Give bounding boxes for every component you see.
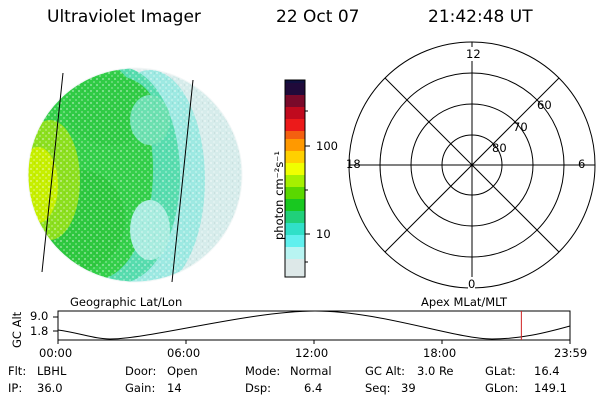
mlt-label-6: 6	[578, 157, 586, 171]
colorbar	[284, 79, 310, 278]
time-tick-0600: 06:00	[167, 346, 201, 360]
mode-value: Normal	[290, 364, 332, 378]
gain-label: Gain:	[125, 381, 156, 395]
gcalt-value: 3.0 Re	[417, 364, 454, 378]
seq-label: Seq:	[365, 381, 391, 395]
lat-label-80: 80	[492, 141, 507, 155]
ip-value: 36.0	[37, 381, 63, 395]
glat-label: GLat:	[485, 364, 516, 378]
dsp-label: Dsp:	[245, 381, 272, 395]
dsp-value: 6.4	[304, 381, 323, 395]
colorbar-tick-100: 100	[316, 139, 338, 153]
colorbar-tick-10: 10	[316, 227, 331, 241]
glat-value: 16.4	[534, 364, 560, 378]
mlt-label-0: 0	[468, 277, 476, 291]
mlt-label-12: 12	[466, 47, 481, 61]
lat-label-70: 70	[513, 120, 528, 134]
mlt-label-18: 18	[346, 157, 361, 171]
polar-grid	[348, 41, 596, 289]
ip-label: IP:	[8, 381, 23, 395]
glon-label: GLon:	[485, 381, 519, 395]
apex-label: Apex MLat/MLT	[421, 295, 508, 309]
altitude-tick-min: 1.8	[30, 324, 49, 338]
geographic-label: Geographic Lat/Lon	[70, 295, 183, 309]
gain-value: 14	[167, 381, 182, 395]
altitude-plot	[53, 310, 571, 344]
altitude-tick-max: 9.0	[30, 309, 49, 323]
orbit-altitude-line	[57, 310, 571, 340]
date-label: 22 Oct 07	[276, 7, 360, 27]
flt-value: LBHL	[37, 364, 67, 378]
altitude-axis-label: GC Alt	[10, 311, 24, 348]
time-tick-2359: 23:59	[554, 346, 588, 360]
mode-label: Mode:	[245, 364, 281, 378]
time-label: 21:42:48 UT	[428, 7, 533, 27]
seq-value: 39	[401, 381, 416, 395]
time-tick-1200: 12:00	[295, 346, 329, 360]
earth-limb	[27, 67, 243, 283]
flt-label: Flt:	[8, 364, 27, 378]
earth-uv-image	[28, 68, 242, 282]
door-value: Open	[167, 364, 198, 378]
gcalt-label: GC Alt:	[365, 364, 406, 378]
colorbar-unit-label: photon cm⁻²s⁻¹	[272, 151, 286, 240]
door-label: Door:	[125, 364, 157, 378]
longitude-line-left	[41, 72, 64, 273]
lat-label-60: 60	[537, 98, 552, 112]
longitude-line-right	[171, 79, 194, 283]
glon-value: 149.1	[534, 381, 567, 395]
app-title: Ultraviolet Imager	[47, 7, 201, 27]
time-tick-1800: 18:00	[423, 346, 457, 360]
time-tick-0000: 00:00	[39, 346, 73, 360]
